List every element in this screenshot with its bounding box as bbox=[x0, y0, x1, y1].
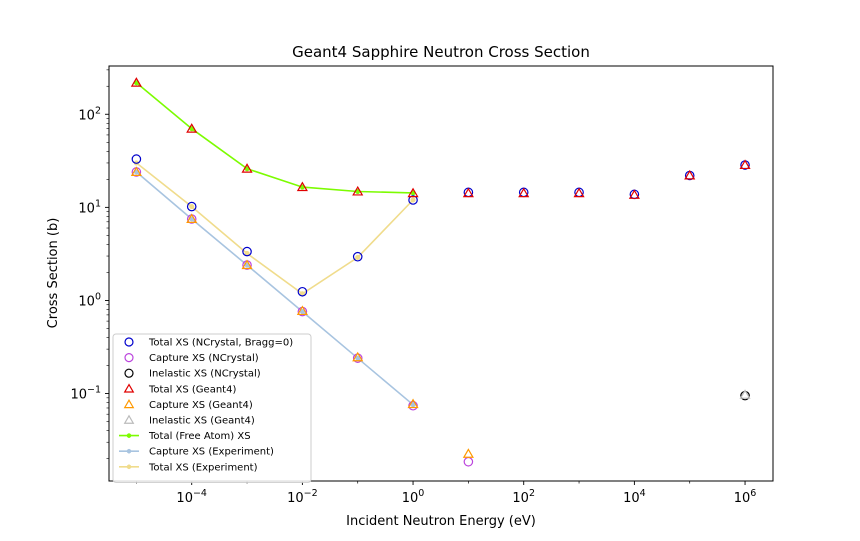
legend-swatch-marker bbox=[126, 433, 132, 438]
y-tick-label: 102 bbox=[78, 105, 101, 123]
data-point-capture-xs-geant4 bbox=[130, 166, 142, 176]
legend-item-total-free-atom-xs: Total (Free Atom) XS bbox=[119, 431, 251, 442]
data-point-total-xs-geant4 bbox=[296, 181, 308, 192]
x-tick-label: 10−4 bbox=[176, 488, 207, 506]
x-tick-label: 10−2 bbox=[287, 488, 318, 506]
legend-label: Total XS (NCrystal, Bragg=0) bbox=[148, 338, 293, 349]
x-tick-label: 100 bbox=[402, 488, 425, 506]
legend: Total XS (NCrystal, Bragg=0) Capture XS (… bbox=[112, 333, 312, 483]
legend-swatch-marker bbox=[126, 448, 132, 454]
legend-label: Total XS (Experiment) bbox=[148, 462, 258, 473]
x-tick-label: 102 bbox=[512, 488, 535, 506]
y-axis-label: Cross Section (b) bbox=[46, 218, 61, 329]
data-point-capture-xs-geant4 bbox=[352, 351, 364, 362]
legend-item-inelastic-xs-ncrystal: Inelastic XS (NCrystal) bbox=[124, 368, 261, 380]
legend-item-inelastic-xs-geant4: Inelastic XS (Geant4) bbox=[123, 414, 255, 427]
data-point-capture-xs-ncrystal bbox=[408, 400, 418, 411]
legend-item-capture-xs-experiment: Capture XS (Experiment) bbox=[119, 447, 274, 458]
series-line-total-xs-experiment bbox=[135, 162, 414, 295]
legend-label: Capture XS (NCrystal) bbox=[149, 353, 259, 364]
legend-label: Capture XS (Geant4) bbox=[149, 400, 253, 411]
y-tick-label: 101 bbox=[78, 198, 101, 216]
data-point-total-xs-geant4 bbox=[739, 159, 751, 170]
data-point-capture-xs-geant4 bbox=[296, 305, 308, 316]
data-point-total-xs-geant4 bbox=[407, 187, 419, 198]
legend-item-capture-xs-geant4: Capture XS (Geant4) bbox=[123, 399, 253, 411]
series-total-xs-ncrystal-bragg-0 bbox=[131, 154, 750, 297]
data-point-total-xs-geant4 bbox=[462, 187, 474, 198]
axes: 10−4 10−2 100 102 104 106 10−1 100 101 102 bbox=[70, 65, 774, 506]
data-point-total-xs-geant4 bbox=[628, 189, 640, 199]
data-point-capture-xs-ncrystal bbox=[463, 456, 474, 467]
data-point-capture-xs-geant4 bbox=[241, 259, 253, 270]
data-point-inelastic-xs-geant4 bbox=[739, 389, 751, 399]
data-point-total-xs-experiment bbox=[189, 204, 195, 210]
legend-swatch-marker bbox=[124, 368, 134, 378]
series-line-total-free-atom-xs bbox=[135, 82, 414, 194]
series-total-xs-experiment bbox=[133, 160, 416, 297]
y-tick-label: 100 bbox=[78, 291, 101, 309]
series-capture-xs-geant4 bbox=[130, 166, 474, 458]
data-point-total-xs-geant4 bbox=[684, 169, 696, 180]
data-point-total-xs-geant4 bbox=[518, 187, 530, 198]
data-point-total-xs-ncrystal-bragg-0 bbox=[297, 286, 308, 297]
legend-swatch-marker bbox=[124, 353, 134, 363]
data-point-total-xs-ncrystal-bragg-0 bbox=[242, 246, 252, 257]
series-inelastic-xs-geant4 bbox=[739, 389, 751, 399]
x-tick-label: 104 bbox=[623, 488, 646, 506]
x-tick-label: 106 bbox=[734, 488, 757, 506]
legend-label: Total XS (Geant4) bbox=[148, 384, 236, 395]
legend-swatch-marker bbox=[123, 414, 135, 424]
legend-swatch-marker bbox=[124, 337, 134, 347]
data-point-total-xs-geant4 bbox=[241, 163, 253, 173]
legend-box bbox=[112, 333, 312, 483]
y-tick-label: 10−1 bbox=[70, 385, 101, 403]
legend-swatch-marker bbox=[123, 383, 135, 393]
legend-item-total-xs-ncrystal-bragg-0: Total XS (NCrystal, Bragg=0) bbox=[124, 337, 293, 349]
data-point-total-xs-geant4 bbox=[130, 77, 142, 87]
plot-area bbox=[130, 77, 751, 467]
legend-swatch-marker bbox=[123, 399, 135, 409]
x-axis-label: Incident Neutron Energy (eV) bbox=[346, 514, 536, 529]
legend-swatch-marker bbox=[126, 464, 132, 470]
data-point-total-xs-ncrystal-bragg-0 bbox=[131, 154, 142, 164]
data-point-total-xs-experiment bbox=[410, 197, 416, 203]
series-line-capture-xs-experiment bbox=[135, 171, 414, 406]
data-point-total-xs-ncrystal-bragg-0 bbox=[352, 251, 363, 262]
data-point-total-xs-ncrystal-bragg-0 bbox=[408, 195, 418, 205]
legend-label: Total (Free Atom) XS bbox=[148, 431, 251, 442]
series-total-xs-geant4 bbox=[130, 77, 751, 199]
legend-item-total-xs-experiment: Total XS (Experiment) bbox=[119, 462, 258, 473]
data-point-capture-xs-geant4 bbox=[407, 398, 419, 409]
series-total-free-atom-xs bbox=[133, 80, 416, 196]
legend-label: Capture XS (Experiment) bbox=[149, 447, 274, 458]
legend-item-capture-xs-ncrystal: Capture XS (NCrystal) bbox=[124, 353, 259, 364]
data-point-total-xs-ncrystal-bragg-0 bbox=[186, 201, 197, 212]
data-point-total-xs-experiment bbox=[355, 254, 361, 260]
chart-title: Geant4 Sapphire Neutron Cross Section bbox=[292, 43, 590, 61]
legend-label: Inelastic XS (NCrystal) bbox=[149, 369, 261, 380]
plot-frame bbox=[108, 65, 774, 482]
data-point-total-xs-geant4 bbox=[573, 187, 585, 198]
data-point-total-xs-geant4 bbox=[186, 123, 198, 133]
legend-label: Inelastic XS (Geant4) bbox=[149, 416, 255, 427]
legend-item-total-xs-geant4: Total XS (Geant4) bbox=[123, 383, 236, 395]
data-point-capture-xs-geant4 bbox=[462, 448, 474, 458]
data-point-total-xs-geant4 bbox=[352, 185, 364, 196]
data-point-capture-xs-geant4 bbox=[186, 213, 198, 223]
